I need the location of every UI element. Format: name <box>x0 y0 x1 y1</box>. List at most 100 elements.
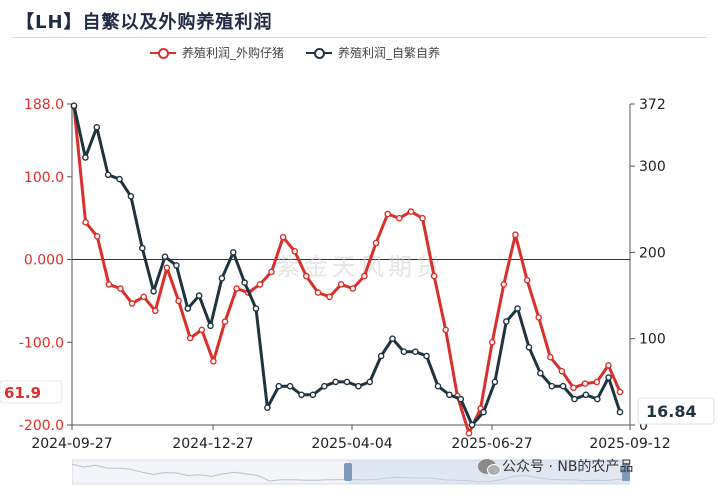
series-1-point <box>480 408 487 416</box>
series-1-point <box>434 382 442 390</box>
series-0-point <box>291 247 299 255</box>
left-axis-tick-label: -200.0 <box>19 418 64 434</box>
series-1-point <box>491 378 499 386</box>
legend-swatch-red <box>150 47 176 59</box>
left-last-value-badge <box>0 380 63 404</box>
legend-label-purchased-piglets: 养殖利润_外购仔猪 <box>182 46 285 60</box>
series-1-point <box>502 318 510 325</box>
series-0-point <box>535 314 543 321</box>
series-1-point <box>377 352 385 360</box>
x-axis-tick-label: 2025-06-27 <box>451 436 532 452</box>
series-0-point <box>442 326 450 334</box>
series-0-point <box>547 353 554 361</box>
series-1-point <box>559 382 567 390</box>
legend-item-self-breeding[interactable]: 养殖利润_自繁自养 <box>306 44 440 61</box>
series-0-point <box>581 380 589 387</box>
x-axis-tick-label: 2025-09-12 <box>589 436 670 452</box>
right-axis-tick-label: 200 <box>639 245 666 261</box>
series-1-point <box>355 382 362 390</box>
series-0-point <box>616 388 624 396</box>
series-0-point <box>302 272 310 280</box>
legend-swatch-dark <box>306 47 333 59</box>
series-0-point <box>163 264 171 272</box>
series-0-point <box>337 281 345 288</box>
legend-item-purchased-piglets[interactable]: 养殖利润_外购仔猪 <box>150 44 284 61</box>
series-0-point <box>430 272 438 280</box>
series-0-point <box>117 285 124 292</box>
series-1-point <box>537 369 544 377</box>
series-0-point <box>221 318 229 325</box>
series-1-point <box>82 154 89 161</box>
series-1-point <box>525 343 533 351</box>
series-1-point <box>605 374 612 381</box>
left-axis-tick-label: 188.0 <box>24 97 64 113</box>
series-0-point <box>140 293 147 301</box>
series-0-point <box>512 231 519 238</box>
series-0-point <box>605 362 612 369</box>
series-1-point <box>161 253 169 261</box>
series-0-point <box>256 281 264 288</box>
series-1-point <box>138 244 146 252</box>
series-1-point <box>195 292 203 299</box>
series-1-point <box>594 395 601 403</box>
series-1-point <box>468 421 476 429</box>
series-1-point <box>548 382 556 390</box>
series-0-point <box>82 218 89 226</box>
series-1-point <box>309 391 317 399</box>
series-1-point <box>286 382 294 390</box>
left-last-value-label: 61.9 <box>4 384 41 402</box>
right-axis-tick-label: 0 <box>639 418 648 434</box>
series-0-point <box>407 208 415 215</box>
series-0-point <box>105 281 113 288</box>
series-1-point <box>423 352 430 360</box>
brush-handle-left[interactable] <box>344 463 352 481</box>
right-axis-tick-label: 372 <box>639 97 666 113</box>
series-1-point <box>127 192 135 200</box>
legend-label-self-breeding: 养殖利润_自繁自养 <box>338 46 441 60</box>
watermark-corner-text: 公众号 · NB的农产品 <box>502 459 634 475</box>
series-0-point <box>372 239 380 247</box>
series-0-point <box>210 357 217 365</box>
series-1-point <box>116 175 123 183</box>
series-1-point <box>298 391 305 399</box>
right-axis-tick-label: 100 <box>639 332 666 348</box>
series-0-point <box>233 285 240 292</box>
series-0-point <box>128 300 136 307</box>
left-axis-tick-label: -100.0 <box>19 335 64 351</box>
left-axis-tick-label: 0.000 <box>24 253 64 269</box>
brush-handle-right[interactable] <box>622 463 630 481</box>
series-0-point <box>198 326 206 334</box>
right-axis-tick-label: 300 <box>639 159 666 175</box>
x-axis-tick-label: 2025-04-04 <box>311 436 392 452</box>
series-0-point <box>500 281 508 288</box>
series-1-point <box>70 102 78 109</box>
series-1-point <box>400 348 408 356</box>
series-0-point <box>361 272 368 280</box>
series-1-point <box>457 395 465 403</box>
series-1-point <box>446 391 453 399</box>
series-1-point <box>582 391 590 399</box>
wechat-icon <box>478 458 501 476</box>
series-0-point <box>93 233 101 240</box>
series-1-point <box>252 305 260 312</box>
x-axis-tick-label: 2024-09-27 <box>31 436 112 452</box>
x-axis-tick-label: 2024-12-27 <box>172 436 253 452</box>
wechat-watermark: 公众号 · NB的农产品 <box>478 456 633 476</box>
series-1-point <box>332 378 339 386</box>
series-0-point <box>593 378 601 386</box>
series-0-point <box>326 293 333 301</box>
series-0-point <box>570 384 577 392</box>
series-0-point <box>558 367 566 375</box>
series-0-point <box>268 268 275 276</box>
series-1-point <box>366 378 374 386</box>
series-1-point <box>184 305 192 312</box>
series-0-point <box>384 210 392 218</box>
title-divider <box>12 37 707 38</box>
series-1-point <box>616 408 624 416</box>
series-0-point <box>279 233 287 241</box>
series-1-point <box>571 395 578 403</box>
series-0-point <box>349 285 357 292</box>
series-0-point <box>419 214 426 222</box>
right-last-value-badge <box>637 397 715 425</box>
